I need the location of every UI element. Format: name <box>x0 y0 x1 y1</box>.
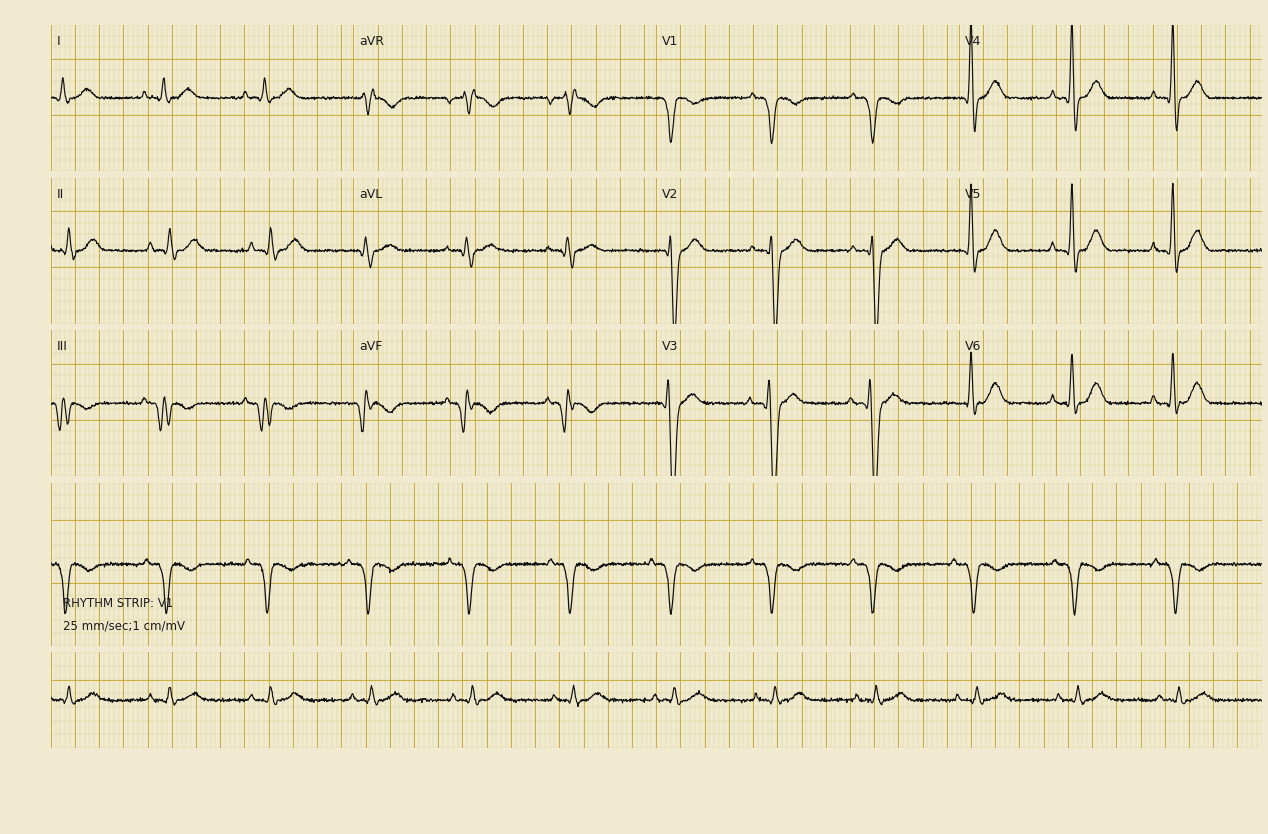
Text: RHYTHM STRIP: V1: RHYTHM STRIP: V1 <box>63 597 172 610</box>
Text: aVR: aVR <box>360 35 384 48</box>
Text: II: II <box>57 188 63 201</box>
Text: aVF: aVF <box>360 340 383 354</box>
Text: V1: V1 <box>662 35 678 48</box>
Text: 25 mm/sec;1 cm/mV: 25 mm/sec;1 cm/mV <box>63 620 185 632</box>
Text: III: III <box>57 340 67 354</box>
Text: V5: V5 <box>965 188 981 201</box>
Text: V4: V4 <box>965 35 981 48</box>
Text: aVL: aVL <box>360 188 383 201</box>
Text: V2: V2 <box>662 188 678 201</box>
Text: I: I <box>57 35 61 48</box>
Text: V6: V6 <box>965 340 981 354</box>
Text: V3: V3 <box>662 340 678 354</box>
